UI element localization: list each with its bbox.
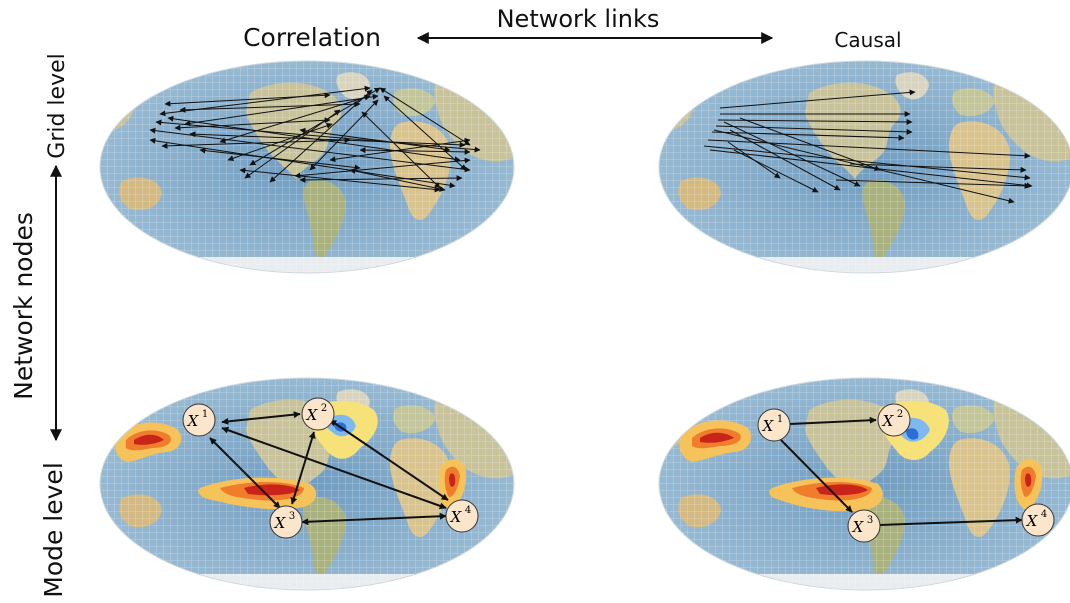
node-x4-causal: X 4 <box>1021 503 1055 537</box>
node-x3-sup: 3 <box>289 511 295 522</box>
map-correlation-modes: X 1 X 2 X 3 X 4 <box>99 377 515 591</box>
node-x2-sup: 2 <box>897 409 903 420</box>
header-correlation: Correlation <box>243 23 381 52</box>
map-correlation-grid <box>99 60 515 274</box>
node-x4-label: X <box>1026 512 1039 530</box>
correlation-grid-links <box>149 85 481 193</box>
node-x3-sup: 3 <box>867 515 873 526</box>
correlation-mode-links <box>209 411 449 526</box>
node-x3-causal: X 3 <box>847 509 881 543</box>
node-x2-label: X <box>306 406 319 424</box>
node-x2-causal: X 2 <box>877 403 911 437</box>
node-x2-sup: 2 <box>321 403 327 414</box>
node-x1-label: X <box>762 417 775 435</box>
causal-mode-links <box>780 416 1023 526</box>
label-grid-level: Grid level <box>45 53 70 158</box>
node-x4-sup: 4 <box>1041 509 1047 520</box>
causal-grid-links <box>703 89 1033 204</box>
node-x4-sup: 4 <box>465 505 471 516</box>
node-x1-correlation: X 1 <box>182 403 216 437</box>
node-x1-sup: 1 <box>777 414 783 425</box>
node-x3-label: X <box>852 518 865 536</box>
map-causal-grid <box>658 60 1070 274</box>
header-network-links: Network links <box>497 5 660 33</box>
map-causal-modes: X 1 X 2 X 3 X 4 <box>658 377 1070 591</box>
node-x2-label: X <box>882 412 895 430</box>
node-x2-correlation: X 2 <box>301 397 335 431</box>
node-x3-correlation: X 3 <box>269 505 303 539</box>
header-causal: Causal <box>834 28 901 52</box>
node-x3-label: X <box>274 514 287 532</box>
label-mode-level: Mode level <box>39 462 68 598</box>
node-x1-sup: 1 <box>202 409 208 420</box>
node-x4-label: X <box>450 508 463 526</box>
label-network-nodes: Network nodes <box>9 212 38 400</box>
node-x1-label: X <box>187 412 200 430</box>
node-x1-causal: X 1 <box>757 408 791 442</box>
node-x4-correlation: X 4 <box>445 499 479 533</box>
